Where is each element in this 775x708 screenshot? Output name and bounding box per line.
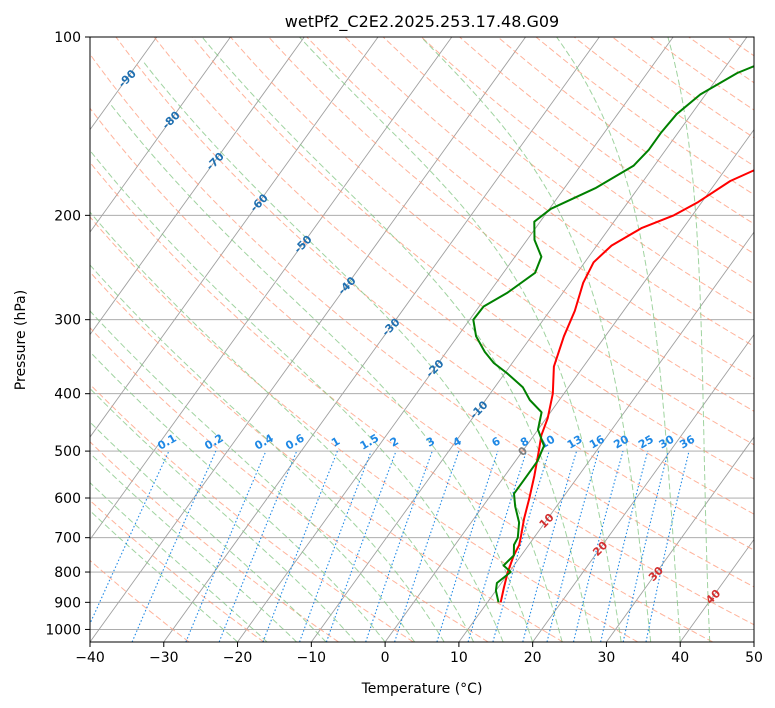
isotherm-0 [384, 128, 754, 642]
boundary-curve [0, 37, 59, 642]
isotherm-20 [532, 333, 754, 642]
moist-adiabat [90, 264, 445, 642]
moist-adiabat [90, 510, 238, 642]
x-tick-label: −30 [149, 650, 179, 666]
dry-adiabat [90, 107, 754, 626]
dry-adiabat [344, 37, 754, 347]
x-tick-label: 40 [671, 650, 689, 666]
dry-adiabat [90, 559, 190, 642]
moist-adiabat [110, 104, 534, 642]
y-tick-label: 500 [54, 444, 81, 460]
dry-adiabat [90, 53, 754, 588]
dry-adiabat [90, 383, 414, 642]
isotherm-10 [458, 231, 754, 642]
data-lines [472, 65, 754, 603]
y-tick-label: 100 [54, 30, 81, 46]
x-tick-label: −20 [223, 650, 253, 666]
y-axis: 100 200 300 400 500 600 700 800 900 1000 [45, 30, 90, 638]
dry-adiabat [90, 216, 639, 642]
isotherm-50 [753, 641, 754, 642]
isotherm-40 [679, 538, 754, 642]
isotherm--80 [90, 37, 231, 233]
isotherm--110 [0, 37, 9, 642]
mixing-ratio-line [522, 450, 578, 642]
moist-adiabat [299, 37, 622, 642]
chart-title: wetPf2_C2E2.2025.253.17.48.G09 [285, 12, 559, 32]
y-tick-label: 800 [54, 565, 81, 581]
x-tick-label: 30 [598, 650, 616, 666]
dry-adiabat [90, 161, 713, 642]
x-tick-label: 20 [524, 650, 542, 666]
y-tick-label: 700 [54, 531, 81, 547]
isotherm--70 [90, 37, 305, 336]
y-tick-label: 200 [54, 208, 81, 224]
background-lines [0, 37, 775, 642]
x-tick-label: 10 [450, 650, 468, 666]
moist-adiabat [90, 351, 386, 642]
y-tick-label: 400 [54, 387, 81, 403]
mixing-ratio-line [546, 450, 600, 642]
moist-adiabat [556, 37, 681, 642]
moist-adiabat [420, 37, 652, 642]
dry-adiabat [765, 37, 775, 642]
y-axis-label: Pressure (hPa) [13, 290, 29, 390]
moist-adiabat [142, 61, 563, 642]
x-tick-label: −40 [75, 650, 105, 666]
plot-frame [89, 36, 755, 643]
mixing-ratio-line [131, 450, 217, 642]
isotherm--20 [237, 37, 674, 642]
y-tick-label: 1000 [45, 622, 81, 638]
y-tick-label: 900 [54, 595, 81, 611]
moist-adiabat [90, 149, 504, 642]
mixing-ratio-line [572, 450, 624, 642]
moist-adiabat [667, 37, 711, 642]
moist-adiabat [201, 37, 593, 642]
x-tick-label: 0 [381, 650, 390, 666]
mixing-ratio-line [600, 450, 649, 642]
x-axis: −40 −30 −20 −10 0 10 20 30 40 50 [75, 642, 763, 666]
x-axis-label: Temperature (°C) [361, 681, 483, 697]
isotherm--30 [163, 37, 600, 642]
y-tick-label: 300 [54, 313, 81, 329]
mixing-ratio-line [90, 450, 170, 625]
moist-adiabat [90, 387, 356, 642]
dry-adiabat [90, 327, 489, 642]
dry-adiabat [90, 271, 564, 642]
dry-adiabat [153, 37, 754, 515]
dry-adiabat [421, 37, 754, 285]
isotherm-30 [606, 436, 754, 642]
moist-adiabat [90, 310, 416, 642]
mixing-ratio-line [185, 450, 267, 642]
moist-adiabat [90, 421, 327, 642]
moist-adiabat [90, 452, 297, 642]
isotherm--40 [90, 37, 526, 642]
mixing-ratio-line [218, 450, 298, 642]
mixing-ratio-line [436, 450, 499, 642]
y-tick-label: 600 [54, 491, 81, 507]
isotherm--50 [90, 37, 453, 541]
mixing-ratio-line [365, 450, 433, 642]
dewpoint-profile [472, 65, 754, 603]
x-tick-label: −10 [297, 650, 327, 666]
x-tick-label: 50 [745, 650, 763, 666]
dry-adiabat [230, 37, 754, 446]
temperature-profile [499, 169, 754, 603]
mixing-ratio-line [394, 450, 460, 642]
mixing-ratio-line [467, 450, 527, 642]
dry-adiabat [191, 37, 754, 480]
dry-adiabat [268, 37, 754, 412]
